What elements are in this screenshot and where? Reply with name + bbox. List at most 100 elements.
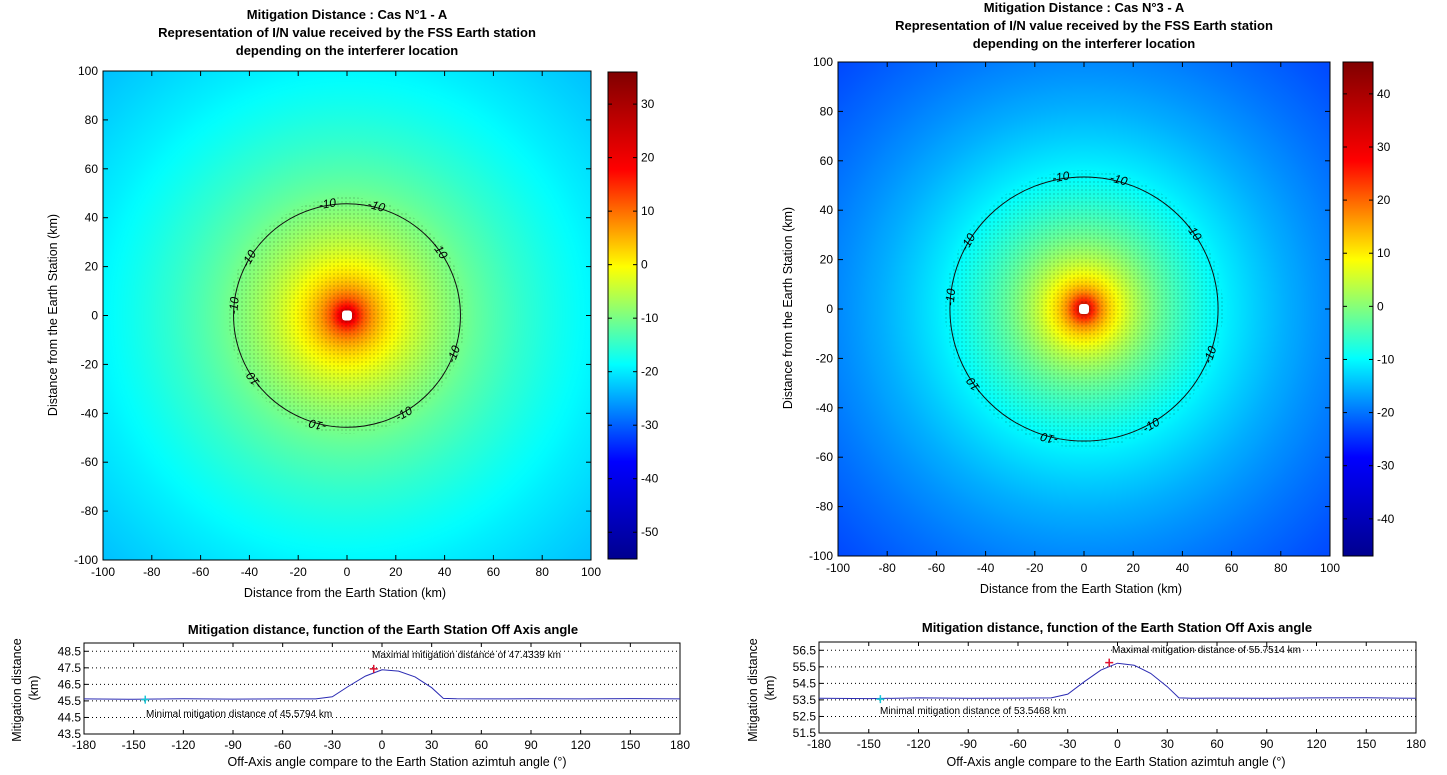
x-tick-label: -90 bbox=[960, 737, 978, 751]
y-tick-label: 47.5 bbox=[58, 661, 82, 675]
y-tick-label: 80 bbox=[85, 113, 99, 127]
contour-label: -10 bbox=[1051, 169, 1071, 186]
y-tick-label: 80 bbox=[820, 104, 834, 118]
colorbar-tick-label: 20 bbox=[1377, 193, 1391, 207]
x-tick-label: 120 bbox=[1306, 737, 1326, 751]
x-tick-label: -180 bbox=[72, 738, 96, 752]
x-tick-label: 0 bbox=[1114, 737, 1121, 751]
y-tick-label: -80 bbox=[816, 500, 834, 514]
contour-label: -10 bbox=[444, 343, 463, 364]
colorbar-tick-label: 0 bbox=[1377, 299, 1384, 313]
min-annotation: Minimal mitigation distance of 45.5794 k… bbox=[146, 709, 332, 720]
x-tick-label: -60 bbox=[928, 561, 946, 575]
x-tick-label: -120 bbox=[906, 737, 930, 751]
x-tick-label: -80 bbox=[879, 561, 897, 575]
series-line bbox=[818, 662, 1417, 700]
x-tick-label: 120 bbox=[571, 738, 591, 752]
colorbar-tick-label: -40 bbox=[1377, 512, 1395, 526]
colorbar-tick-label: 20 bbox=[641, 151, 655, 165]
x-tick-label: -30 bbox=[324, 738, 342, 752]
chart-title: Mitigation distance, function of the Ear… bbox=[188, 622, 578, 637]
y-tick-label: -100 bbox=[74, 553, 98, 567]
x-tick-label: 180 bbox=[670, 738, 690, 752]
y-tick-label: 60 bbox=[820, 154, 834, 168]
x-tick-label: 150 bbox=[1356, 737, 1376, 751]
series-line bbox=[83, 669, 681, 700]
y-tick-label: -60 bbox=[81, 455, 99, 469]
x-tick-label: 20 bbox=[389, 565, 403, 579]
y-tick-label: 0 bbox=[91, 309, 98, 323]
x-tick-label: 90 bbox=[524, 738, 538, 752]
y-tick-label: 53.5 bbox=[793, 693, 817, 707]
max-marker bbox=[369, 664, 378, 673]
x-tick-label: 100 bbox=[1320, 561, 1340, 575]
colorbar-tick-label: -20 bbox=[1377, 406, 1395, 420]
x-tick-label: 150 bbox=[620, 738, 640, 752]
x-tick-label: 60 bbox=[475, 738, 489, 752]
colorbar-tick-label: -10 bbox=[641, 311, 659, 325]
x-tick-label: -100 bbox=[826, 561, 850, 575]
x-tick-label: 60 bbox=[1225, 561, 1239, 575]
contour-label: -10 bbox=[943, 288, 958, 307]
contour-label: -10 bbox=[307, 416, 328, 434]
contour-label: -10 bbox=[1109, 170, 1130, 188]
plot-frame bbox=[818, 641, 1417, 734]
chart-title: Mitigation distance, function of the Ear… bbox=[922, 620, 1312, 635]
y-tick-label: 56.5 bbox=[793, 643, 817, 657]
x-tick-label: 40 bbox=[438, 565, 452, 579]
plot-area: 48.5 47.5 46.5 45.5 44.5 43.5-180 -150 -120 -90 -… bbox=[58, 642, 690, 752]
colorbar-tick-label: 30 bbox=[641, 97, 655, 111]
x-tick-label: 0 bbox=[379, 738, 386, 752]
x-axis-label: Off-Axis angle compare to the Earth Stat… bbox=[947, 755, 1286, 769]
x-tick-label: -60 bbox=[1009, 737, 1027, 751]
contour-label: -10 bbox=[366, 197, 387, 215]
colorbar-tick-label: 40 bbox=[1377, 87, 1391, 101]
x-tick-label: 20 bbox=[1127, 561, 1141, 575]
colorbar-tick-label: -30 bbox=[1377, 459, 1395, 473]
colorbar-tick-label: -50 bbox=[641, 525, 659, 539]
contour-label: -10 bbox=[226, 296, 241, 315]
colorbar-tick-label: -40 bbox=[641, 472, 659, 486]
contour-label: -10 bbox=[1039, 429, 1060, 447]
y-tick-label: 40 bbox=[820, 203, 834, 217]
x-tick-label: -40 bbox=[977, 561, 995, 575]
contour-line bbox=[233, 203, 461, 428]
contour-label: -10 bbox=[1200, 344, 1219, 365]
colorbar: 40 30 20 10 0 -10 -20 -30 -40 bbox=[1342, 61, 1395, 557]
y-tick-label: 20 bbox=[820, 253, 834, 267]
colorbar-tick-label: -20 bbox=[641, 365, 659, 379]
contour-label: -10 bbox=[318, 195, 338, 212]
x-tick-label: -150 bbox=[857, 737, 881, 751]
colorbar-tick-label: 10 bbox=[1377, 246, 1391, 260]
heatmap-panel-cas1: Mitigation Distance : Cas N°1 - A Repres… bbox=[46, 7, 659, 600]
x-axis-label: Distance from the Earth Station (km) bbox=[244, 586, 446, 600]
max-annotation: Maximal mitigation distance of 47.4339 k… bbox=[372, 650, 561, 661]
heatmap-panel-cas3: Mitigation Distance : Cas N°3 - A Repres… bbox=[781, 0, 1395, 596]
x-axis-label: Distance from the Earth Station (km) bbox=[980, 582, 1182, 596]
x-tick-label: -20 bbox=[290, 565, 308, 579]
min-annotation: Minimal mitigation distance of 53.5468 k… bbox=[880, 706, 1066, 717]
colorbar-tick-label: 30 bbox=[1377, 140, 1391, 154]
plot-frame bbox=[83, 642, 681, 735]
min-marker bbox=[141, 695, 150, 704]
x-tick-label: 80 bbox=[536, 565, 550, 579]
y-tick-label: 51.5 bbox=[793, 726, 817, 740]
chart-title-line: Mitigation Distance : Cas N°3 - A bbox=[984, 0, 1185, 15]
x-tick-label: -150 bbox=[122, 738, 146, 752]
y-tick-label: 46.5 bbox=[58, 677, 82, 691]
y-tick-label: 40 bbox=[85, 211, 99, 225]
plot-area bbox=[102, 70, 592, 561]
y-tick-label: -60 bbox=[816, 450, 834, 464]
colorbar-tick-label: 0 bbox=[641, 258, 648, 272]
y-tick-label: 100 bbox=[78, 64, 98, 78]
y-axis-label-line: (km) bbox=[27, 676, 41, 701]
y-tick-label: -100 bbox=[809, 549, 833, 563]
y-axis-label: Distance from the Earth Station (km) bbox=[46, 214, 60, 416]
colorbar-tick-label: 10 bbox=[641, 204, 655, 218]
y-tick-label: 48.5 bbox=[58, 644, 82, 658]
y-tick-label: 45.5 bbox=[58, 694, 82, 708]
chart-title-line: depending on the interferer location bbox=[236, 43, 459, 58]
max-annotation: Maximal mitigation distance of 55.7514 k… bbox=[1112, 645, 1301, 656]
y-tick-label: -20 bbox=[816, 351, 834, 365]
